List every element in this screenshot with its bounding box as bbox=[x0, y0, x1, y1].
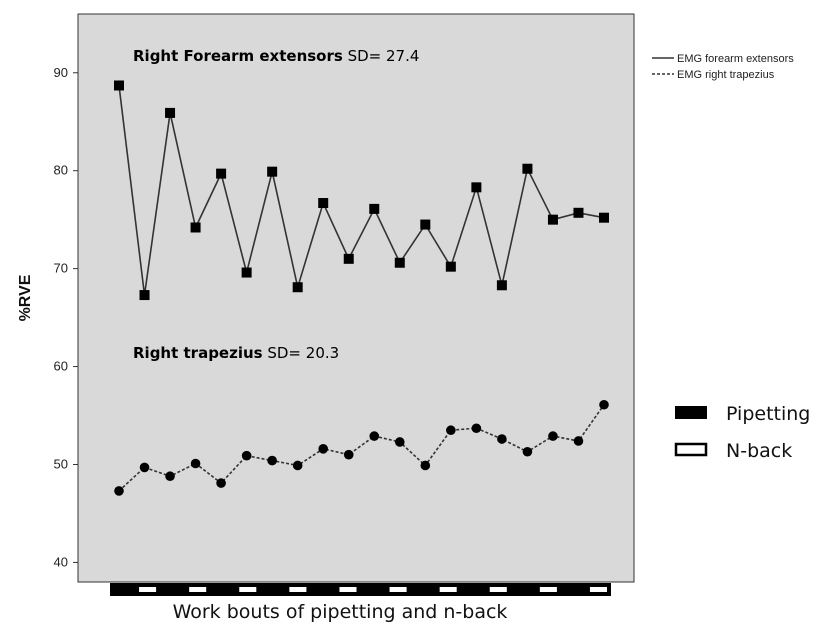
data-point bbox=[420, 219, 431, 230]
data-point bbox=[522, 446, 533, 457]
data-point bbox=[573, 436, 584, 446]
annotation-trapezius-sd: SD= 20.3 bbox=[263, 344, 340, 362]
data-point bbox=[139, 462, 150, 473]
data-point bbox=[267, 166, 278, 177]
y-tick-label: 90 bbox=[54, 65, 68, 80]
data-point bbox=[114, 80, 124, 91]
annotation-forearm: Right Forearm extensors SD= 27.4 bbox=[133, 47, 419, 65]
data-point bbox=[471, 423, 482, 434]
legend-label-nback: N-back bbox=[726, 440, 792, 462]
bout-segment-nback bbox=[339, 587, 357, 592]
bout-segment-nback bbox=[489, 587, 507, 592]
y-axis: 40 50 60 70 80 90 bbox=[54, 65, 78, 569]
data-point bbox=[165, 107, 176, 118]
legend-label-forearm: EMG forearm extensors bbox=[677, 53, 794, 65]
y-tick-label: 40 bbox=[54, 554, 68, 569]
data-point bbox=[599, 399, 609, 410]
bout-segment-nback bbox=[439, 587, 457, 592]
y-tick-label: 50 bbox=[54, 456, 68, 471]
data-point bbox=[394, 257, 405, 268]
data-point bbox=[114, 486, 124, 496]
data-point bbox=[165, 471, 175, 482]
data-point bbox=[267, 455, 277, 466]
data-point bbox=[369, 431, 380, 441]
series-forearm bbox=[114, 80, 609, 301]
data-point bbox=[241, 450, 252, 461]
data-point bbox=[318, 444, 329, 454]
bout-segment-nback bbox=[289, 587, 307, 592]
series-layer bbox=[114, 80, 609, 496]
line-legend: EMG forearm extensors EMG right trapeziu… bbox=[652, 53, 794, 81]
data-point bbox=[318, 198, 329, 209]
series-line bbox=[118, 85, 605, 296]
data-point bbox=[548, 431, 558, 441]
data-point bbox=[190, 458, 201, 469]
annotation-trapezius: Right trapezius SD= 20.3 bbox=[133, 344, 339, 362]
legend-swatch-nback bbox=[674, 442, 708, 457]
bout-legend: Pipetting N-back bbox=[674, 403, 810, 462]
annotation-forearm-bold: Right Forearm extensors bbox=[133, 47, 343, 65]
bout-segment-nback bbox=[139, 587, 157, 592]
data-point bbox=[139, 290, 150, 301]
bout-segment-nback bbox=[589, 587, 607, 592]
x-axis-label: Work bouts of pipetting and n-back bbox=[173, 601, 508, 623]
y-tick-label: 80 bbox=[54, 163, 68, 178]
annotation-forearm-sd: SD= 27.4 bbox=[343, 47, 420, 65]
legend-label-pipetting: Pipetting bbox=[726, 403, 810, 425]
data-point bbox=[343, 449, 354, 460]
bout-segment-nback bbox=[239, 587, 257, 592]
data-point bbox=[292, 460, 303, 471]
bout-segment-nback bbox=[189, 587, 207, 592]
y-tick-label: 70 bbox=[54, 261, 68, 276]
bout-bar-base bbox=[110, 583, 611, 596]
plot-area bbox=[77, 13, 635, 583]
data-point bbox=[343, 253, 354, 264]
data-point bbox=[497, 434, 507, 444]
data-point bbox=[216, 478, 226, 488]
legend-label-trapezius: EMG right trapezius bbox=[677, 69, 775, 81]
data-point bbox=[599, 212, 609, 223]
data-point bbox=[471, 182, 482, 193]
data-point bbox=[496, 280, 507, 291]
data-point bbox=[420, 460, 431, 471]
y-axis-label: %RVE bbox=[17, 274, 34, 321]
data-point bbox=[241, 267, 252, 278]
data-point bbox=[445, 261, 456, 272]
data-point bbox=[292, 282, 303, 293]
legend-swatch-pipetting bbox=[675, 406, 707, 419]
data-point bbox=[394, 437, 405, 447]
data-point bbox=[216, 168, 227, 179]
bout-segment-nback bbox=[539, 587, 557, 592]
y-tick-label: 60 bbox=[54, 359, 68, 374]
annotation-trapezius-bold: Right trapezius bbox=[133, 344, 263, 362]
data-point bbox=[522, 163, 533, 174]
data-point bbox=[446, 425, 456, 436]
data-point bbox=[190, 222, 201, 233]
series-trapezius bbox=[114, 399, 609, 496]
bout-segment-nback bbox=[389, 587, 407, 592]
data-point bbox=[573, 207, 584, 218]
data-point bbox=[547, 214, 558, 225]
work-bout-bar bbox=[110, 583, 611, 596]
data-point bbox=[369, 203, 380, 214]
